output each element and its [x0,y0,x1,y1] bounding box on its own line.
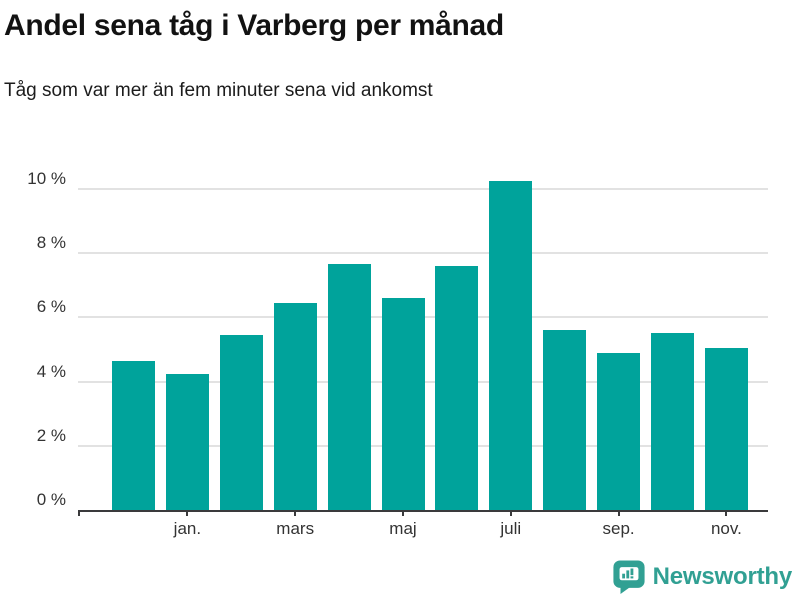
bar [704,347,748,510]
x-axis-tick-label: maj [389,519,417,538]
x-axis-tick [725,510,728,516]
gridline [78,252,768,255]
bar [435,265,479,510]
bar [381,298,425,510]
x-axis-tick-label: mars [276,519,315,538]
chart-title: Andel sena tåg i Varberg per månad [4,9,504,42]
x-axis-tick [294,510,297,516]
bar [597,352,641,510]
y-axis-tick-label: 10 % [27,168,66,188]
y-axis-tick-label: 6 % [36,297,66,317]
y-axis-tick-label: 2 % [36,425,66,445]
bar [489,180,533,510]
bar [651,333,694,510]
y-axis-tick-label: 4 % [36,361,66,381]
bar [165,373,209,510]
x-axis-tick-label: jan. [173,519,202,538]
x-axis-tick-label: juli [500,519,522,538]
x-axis-tick [186,510,189,516]
x-axis-origin-tick [78,510,80,516]
x-axis-tick [617,510,620,516]
bar [112,360,155,510]
x-axis-tick [509,510,512,516]
x-axis-labels: jan. mars maj juli sep. nov. [78,510,768,550]
x-axis-tick [402,510,404,516]
bar [219,335,263,510]
bar [273,302,317,510]
y-axis-labels: 0 % 2 % 4 % 6 % 8 % 10 % [0,168,66,510]
newsworthy-mark-icon [612,559,646,595]
y-axis-tick-label: 8 % [36,233,66,253]
newsworthy-wordmark: Newsworthy [652,563,793,590]
y-axis-tick-label: 0 % [36,490,66,509]
gridline [78,187,768,190]
newsworthy-logo: Newsworthy [612,558,792,596]
x-axis-tick-label: nov. [710,519,742,538]
plot-area [78,168,768,512]
x-axis-tick-label: sep. [602,519,635,538]
bar [543,330,587,510]
x-axis-line [78,510,768,512]
chart-subtitle: Tåg som var mer än fem minuter sena vid … [4,80,433,101]
bar [327,264,371,510]
